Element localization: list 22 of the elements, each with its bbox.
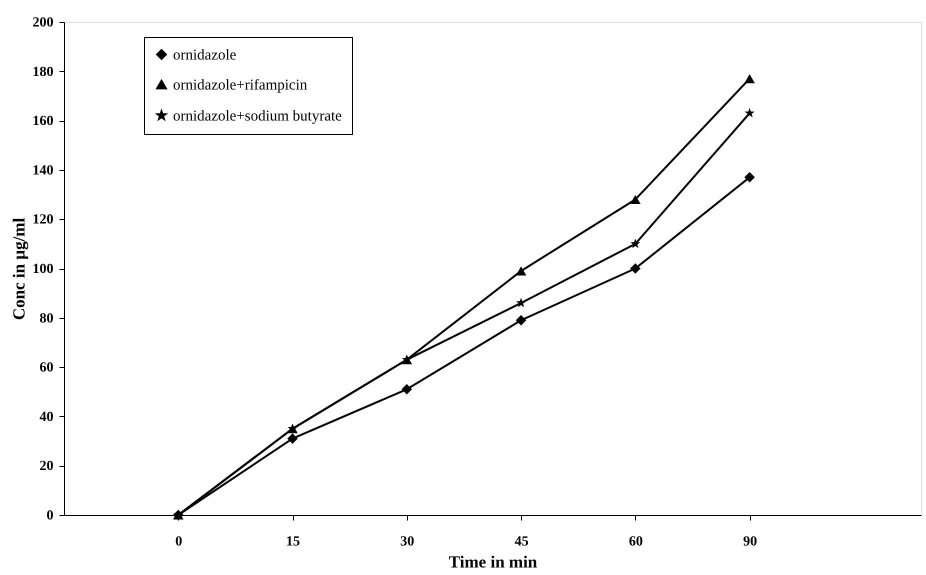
y-tick-label: 20 — [40, 459, 54, 474]
y-tick-label: 80 — [40, 311, 54, 326]
x-axis-title: Time in min — [448, 552, 538, 572]
y-tick-label: 180 — [32, 64, 54, 80]
x-tick-label: 15 — [286, 534, 300, 550]
y-axis-title: Conc in µg/ml — [10, 218, 28, 320]
legend-label: ornidazole — [173, 48, 237, 64]
y-tick-label: 40 — [40, 410, 54, 425]
legend-label: ornidazole+rifampicin — [173, 78, 308, 94]
y-tick-label: 140 — [32, 163, 54, 178]
y-tick-label: 120 — [32, 212, 54, 228]
x-tick-label: 60 — [628, 534, 643, 550]
y-tick-label: 0 — [46, 508, 54, 524]
x-tick-label: 0 — [175, 534, 182, 550]
x-tick-label: 30 — [400, 534, 414, 550]
x-tick-label: 90 — [743, 534, 758, 550]
y-tick-label: 200 — [32, 16, 54, 30]
legend-label: ornidazole+sodium butyrate — [173, 108, 342, 124]
y-tick-label: 160 — [32, 114, 54, 130]
x-tick-label: 45 — [514, 534, 529, 550]
y-tick-label: 60 — [40, 360, 54, 376]
y-tick-label: 100 — [32, 262, 54, 277]
